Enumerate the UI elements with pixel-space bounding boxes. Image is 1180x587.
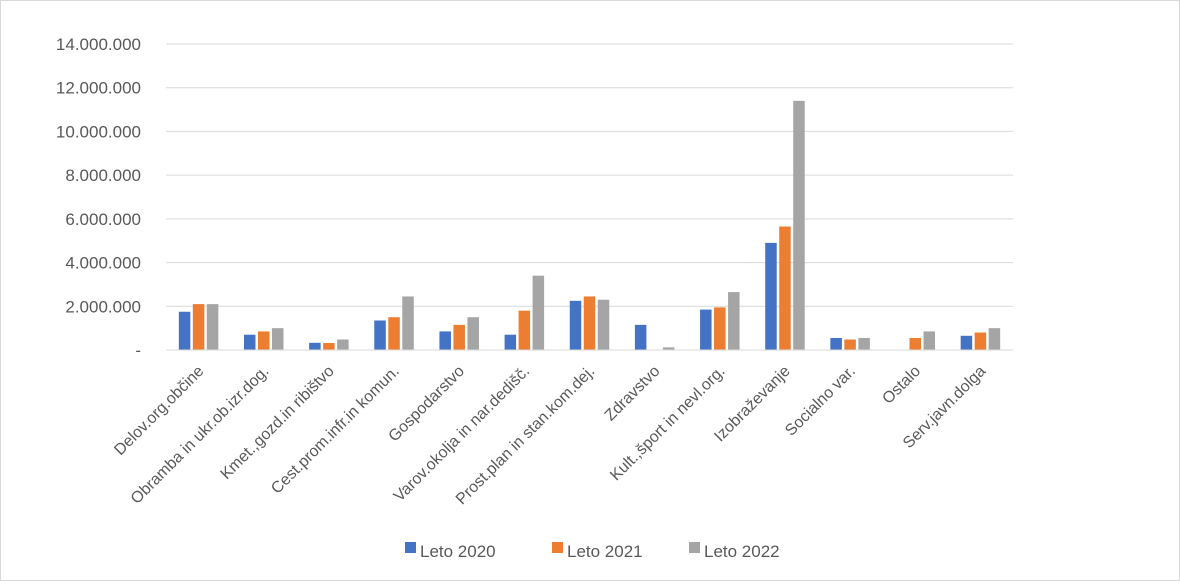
category-label: Zdravstvo bbox=[602, 363, 664, 425]
legend-swatch bbox=[405, 542, 416, 553]
y-tick-label: - bbox=[135, 341, 141, 360]
bar-leto-2020 bbox=[961, 336, 973, 350]
bar-leto-2021 bbox=[779, 227, 791, 350]
bar-leto-2021 bbox=[714, 307, 726, 350]
bars bbox=[179, 101, 1000, 350]
legend-swatch bbox=[689, 542, 700, 553]
category-label: Obramba in ukr.ob.izr.dog. bbox=[128, 363, 273, 508]
category-label: Kult.,šport in nevl.org. bbox=[607, 363, 728, 484]
bar-leto-2020 bbox=[765, 243, 777, 350]
bar-leto-2020 bbox=[700, 310, 712, 350]
legend-label: Leto 2020 bbox=[420, 542, 496, 561]
category-label: Socialno var. bbox=[782, 363, 859, 440]
bar-leto-2020 bbox=[635, 325, 647, 350]
bar-leto-2021 bbox=[975, 333, 987, 350]
bar-leto-2022 bbox=[924, 331, 936, 350]
bar-leto-2020 bbox=[505, 335, 517, 350]
bar-leto-2020 bbox=[830, 338, 842, 350]
y-tick-label: 6.000.000 bbox=[65, 210, 141, 229]
bar-leto-2021 bbox=[323, 343, 335, 350]
y-tick-label: 10.000.000 bbox=[56, 122, 141, 141]
bar-leto-2020 bbox=[374, 320, 386, 350]
category-label: Varov.okolja in nar.dedišč. bbox=[391, 363, 533, 505]
bar-leto-2022 bbox=[728, 292, 740, 350]
category-label: Ostalo bbox=[879, 363, 924, 408]
bar-leto-2021 bbox=[910, 338, 922, 350]
bar-leto-2022 bbox=[598, 300, 610, 350]
gridlines bbox=[166, 44, 1013, 306]
bar-leto-2020 bbox=[244, 335, 256, 350]
category-label: Cest.prom.infr.in komun. bbox=[268, 363, 403, 498]
y-tick-label: 4.000.000 bbox=[65, 254, 141, 273]
bar-leto-2022 bbox=[793, 101, 805, 350]
bar-leto-2022 bbox=[207, 304, 219, 350]
bar-leto-2021 bbox=[193, 304, 205, 350]
category-label: Kmet.,gozd.in ribištvo bbox=[218, 363, 338, 483]
y-axis-ticks: - 2.000.000 4.000.000 6.000.000 8.000.000 10.… bbox=[56, 35, 141, 360]
y-tick-label: 12.000.000 bbox=[56, 79, 141, 98]
bar-leto-2020 bbox=[179, 312, 191, 350]
bar-leto-2022 bbox=[467, 317, 479, 350]
bar-leto-2021 bbox=[258, 331, 270, 350]
y-tick-label: 8.000.000 bbox=[65, 166, 141, 185]
bar-leto-2020 bbox=[439, 331, 451, 350]
y-tick-label: 2.000.000 bbox=[65, 297, 141, 316]
bar-leto-2022 bbox=[989, 328, 1001, 350]
bar-leto-2022 bbox=[272, 328, 284, 350]
bar-leto-2021 bbox=[844, 340, 856, 350]
legend-label: Leto 2021 bbox=[567, 542, 643, 561]
legend-swatch bbox=[552, 542, 563, 553]
bar-leto-2021 bbox=[519, 311, 531, 350]
bar-leto-2020 bbox=[570, 301, 582, 350]
bar-leto-2022 bbox=[337, 340, 349, 350]
legend-label: Leto 2022 bbox=[704, 542, 780, 561]
bar-leto-2021 bbox=[584, 296, 596, 350]
legend: Leto 2020 Leto 2021 Leto 2022 bbox=[405, 542, 780, 561]
bar-leto-2022 bbox=[402, 296, 414, 350]
bar-leto-2022 bbox=[858, 338, 870, 350]
bar-leto-2021 bbox=[388, 317, 400, 350]
bar-leto-2020 bbox=[309, 343, 321, 350]
category-label: Prost.plan in stan.kom.dej. bbox=[453, 363, 598, 508]
bar-leto-2021 bbox=[453, 325, 465, 350]
bar-leto-2022 bbox=[533, 276, 545, 350]
y-tick-label: 14.000.000 bbox=[56, 35, 141, 54]
